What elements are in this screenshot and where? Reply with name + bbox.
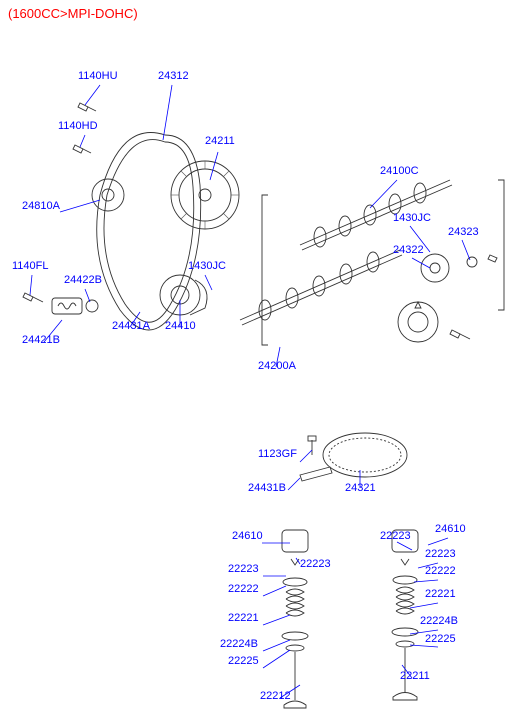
cvvt-assy (398, 302, 438, 342)
part-label-22212: 22212 (260, 690, 291, 702)
part-label-1123GF: 1123GF (258, 448, 297, 460)
washer-24323 (467, 257, 477, 267)
part-label-22222a: 22222 (228, 583, 259, 595)
part-label-24312: 24312 (158, 70, 189, 82)
bracket-left (262, 195, 268, 345)
part-label-22224Bb: 22224B (420, 615, 458, 627)
part-label-22223b: 22223 (228, 563, 259, 575)
part-label-1430JC: 1430JC (393, 212, 431, 224)
part-label-22221a: 22221 (228, 612, 259, 624)
diagram-title: (1600CC>MPI-DOHC) (8, 6, 138, 21)
part-label-24410: 24410 (165, 320, 196, 332)
part-label-1140HU: 1140HU (78, 70, 118, 82)
bolt-1140fl (23, 293, 43, 302)
part-label-24322: 24322 (393, 244, 424, 256)
part-label-22223d: 22223 (425, 548, 456, 560)
part-label-24421B: 24421B (22, 334, 60, 346)
part-label-1140FL: 1140FL (12, 260, 49, 272)
part-label-22223c: 22223 (300, 558, 331, 570)
bolt-right-lower (450, 330, 470, 339)
part-label-24422B: 24422B (64, 274, 102, 286)
valve-train-left (282, 530, 308, 708)
chain-guide (300, 467, 332, 481)
part-label-24610b: 24610 (435, 523, 466, 535)
part-label-22211: 22211 (400, 670, 430, 682)
part-label-22225a: 22225 (228, 655, 259, 667)
tensioner-spring (52, 298, 98, 314)
bolt-1140hd (73, 145, 91, 153)
part-label-22223a: 22223 (380, 530, 411, 542)
part-label-24321: 24321 (345, 482, 376, 494)
bolt-1140hu (78, 103, 96, 111)
part-label-22225b: 22225 (425, 633, 456, 645)
part-label-24610a: 24610 (232, 530, 263, 542)
small-sprocket (421, 254, 449, 282)
part-label-22224Ba: 22224B (220, 638, 258, 650)
part-label-24200A: 24200A (258, 360, 296, 372)
part-label-24211: 24211 (205, 135, 235, 147)
part-label-1430JCb: 1430JC (188, 260, 226, 272)
bracket-right (498, 180, 504, 310)
part-label-24431B: 24431B (248, 482, 286, 494)
intake-camshaft (240, 250, 402, 325)
part-label-24100C: 24100C (380, 165, 419, 177)
timing-belt (97, 133, 201, 331)
part-label-24431A: 24431A (112, 320, 150, 332)
part-label-22222b: 22222 (425, 565, 456, 577)
part-label-22221b: 22221 (425, 588, 456, 600)
part-label-1140HD: 1140HD (58, 120, 98, 132)
part-label-24323: 24323 (448, 226, 479, 238)
timing-chain (323, 433, 407, 477)
idler-pulley (92, 179, 124, 211)
bolt-1430jc-right (488, 255, 497, 262)
part-label-24810A: 24810A (22, 200, 60, 212)
camshaft-sprocket (171, 161, 239, 229)
bolt-1123gf (308, 436, 316, 455)
